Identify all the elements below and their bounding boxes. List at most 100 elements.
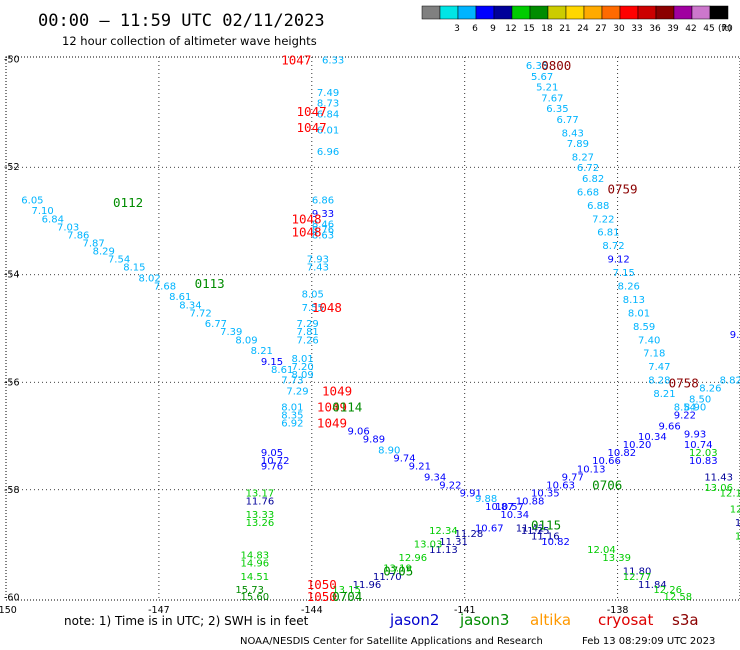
- pass-time-label: 0800: [541, 58, 571, 73]
- swh-value: 12.10: [720, 488, 740, 499]
- y-tick-label: -54: [4, 270, 20, 281]
- y-tick-label: -52: [4, 162, 20, 173]
- swh-value: 9.21: [409, 462, 431, 473]
- swh-value: 11.16: [531, 531, 560, 542]
- pass-time-label: 1047: [297, 104, 327, 119]
- swh-value: 8.90: [378, 445, 400, 456]
- swh-value: 10.34: [638, 432, 667, 443]
- swh-value: 6.86: [312, 195, 334, 206]
- swh-value: 8.09: [291, 370, 313, 381]
- swh-value: 7.81: [297, 327, 319, 338]
- swh-value: 6.84: [317, 109, 339, 120]
- swh-value: 8.82: [720, 376, 740, 387]
- pass-time-label: 0705: [383, 563, 413, 578]
- swh-value: 8.09: [235, 335, 257, 346]
- pass-time-label: 1049: [317, 416, 347, 431]
- swh-value: 7.47: [648, 362, 670, 373]
- swh-value: 8.90: [684, 402, 706, 413]
- swh-value: 7.68: [154, 281, 176, 292]
- swh-value: 7.72: [190, 308, 212, 319]
- footer-note: note: 1) Time is in UTC; 2) SWH is in fe…: [64, 614, 309, 628]
- swh-value: 12.03: [689, 448, 718, 459]
- color-scale-swatch: [475, 5, 495, 20]
- color-scale-label: 27: [595, 24, 606, 34]
- color-scale-label: 36: [649, 24, 661, 34]
- swh-value: 12.26: [653, 585, 682, 596]
- swh-value: 7.89: [567, 139, 589, 150]
- swh-value: 10.57: [495, 502, 524, 513]
- satellite-legend: jason2 jason3 altika cryosat s3a: [389, 611, 699, 629]
- swh-value: 9.33: [312, 209, 334, 220]
- swh-value: 8.61: [169, 292, 191, 303]
- color-scale-label: 24: [577, 24, 589, 34]
- color-scale-label: 21: [559, 24, 570, 34]
- pass-time-label: 1050: [307, 577, 337, 592]
- swh-value: 7.26: [297, 335, 319, 346]
- pass-time-label: 0706: [592, 477, 622, 492]
- swh-value: 14.83: [240, 550, 269, 561]
- swh-value: 11.42: [516, 523, 545, 534]
- swh-value: 13.03: [414, 540, 443, 551]
- swh-value: 15.60: [240, 592, 269, 603]
- chart-subtitle: 12 hour collection of altimeter wave hei…: [62, 34, 317, 48]
- swh-value: 5.67: [531, 72, 553, 83]
- color-scale-swatch: [673, 5, 693, 20]
- swh-value: 9.76: [261, 462, 283, 473]
- swh-value: 12.3: [730, 505, 740, 516]
- pass-time-label: 1047: [297, 120, 327, 135]
- swh-value: 11.76: [246, 497, 275, 508]
- swh-value: 13.06: [704, 483, 733, 494]
- swh-value: 8.02: [139, 273, 161, 284]
- color-scale-swatch: [637, 5, 657, 20]
- swh-value: 10.67: [475, 523, 504, 534]
- swh-value: 13.33: [246, 510, 275, 521]
- swh-value: 6.68: [577, 187, 599, 198]
- swh-value: 9.91: [460, 488, 482, 499]
- color-scale-swatch: [547, 5, 567, 20]
- swh-value: 8.63: [312, 230, 334, 241]
- y-tick-label: -58: [4, 485, 20, 496]
- color-scale-label: 6: [472, 24, 478, 34]
- satellite-legend-jason2: jason2: [389, 611, 439, 629]
- swh-value: 8.46: [312, 220, 334, 231]
- color-scale-swatch: [691, 5, 711, 20]
- y-tick-label: -50: [4, 55, 20, 66]
- swh-value: 9.74: [393, 454, 415, 465]
- swh-value: 10.82: [607, 448, 636, 459]
- swh-value: 6.81: [597, 228, 619, 239]
- satellite-legend-altika: altika: [530, 611, 571, 629]
- color-scale-label: 70: [721, 24, 733, 34]
- swh-value: 6.77: [557, 115, 579, 126]
- pass-time-label: 0759: [607, 182, 637, 197]
- swh-value: 7.67: [541, 93, 563, 104]
- satellite-legend-s3a: s3a: [672, 611, 699, 629]
- pass-time-label: 1048: [291, 211, 321, 226]
- swh-value: 6.82: [582, 174, 604, 185]
- color-scale-swatch: [439, 5, 459, 20]
- swh-value: 12.: [735, 531, 740, 542]
- swh-value: 8.27: [572, 152, 594, 163]
- satellite-legend-cryosat: cryosat: [598, 611, 653, 629]
- swh-value: 9.22: [674, 411, 696, 422]
- pass-time-label: 1048: [291, 225, 321, 240]
- swh-value: 10.82: [541, 537, 570, 548]
- color-scale-label: 15: [523, 24, 534, 34]
- swh-value: 7.93: [307, 255, 329, 266]
- swh-value: 10.83: [689, 456, 718, 467]
- swh-value: 6.05: [21, 195, 43, 206]
- swh-value: 9.06: [348, 427, 370, 438]
- swh-value: 8.21: [251, 346, 273, 357]
- swh-value: 6.01: [317, 126, 339, 137]
- swh-value: 14.51: [240, 572, 269, 583]
- swh-value: 7.22: [592, 214, 614, 225]
- swh-value: 9.66: [658, 421, 680, 432]
- swh-value: 11.13: [429, 545, 458, 556]
- color-scale-swatch: [583, 5, 603, 20]
- swh-value: 8.01: [281, 402, 303, 413]
- swh-value: 8.28: [648, 376, 670, 387]
- pass-time-label: 1050: [307, 589, 337, 604]
- x-tick-label: -150: [0, 605, 17, 616]
- x-tick-label: -147: [148, 605, 170, 616]
- pass-time-label: 0112: [113, 195, 143, 210]
- color-scale-swatch: [511, 5, 531, 20]
